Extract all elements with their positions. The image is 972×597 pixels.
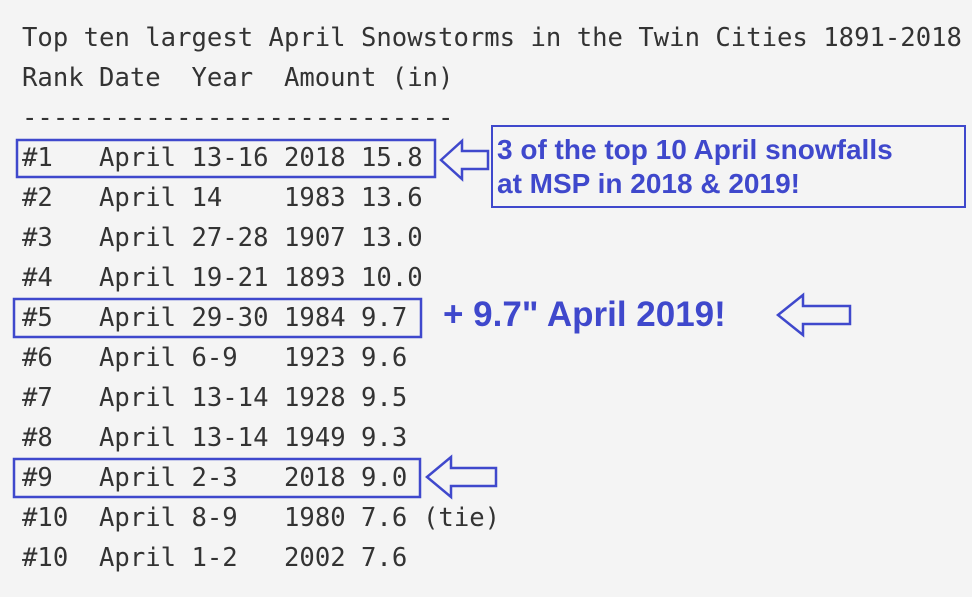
cell-year: 1984 [284, 303, 346, 333]
highlight-box [15, 138, 437, 179]
arrow [775, 292, 852, 338]
cell-year: 1893 [284, 263, 346, 293]
callout-line: at MSP in 2018 & 2019! [497, 168, 800, 199]
cell-amount: 9.5 [361, 383, 408, 413]
cell-rank: #5 [22, 303, 53, 333]
cell-year: 1928 [284, 383, 346, 413]
cell-year: 1983 [284, 183, 346, 213]
cell-year: 1949 [284, 423, 346, 453]
cell-year: 1907 [284, 223, 346, 253]
callout-box [491, 125, 966, 208]
highlight-box [12, 457, 422, 499]
cell-rank: #10 [22, 543, 69, 573]
cell-date: April 29-30 [99, 303, 269, 333]
cell-date: April 19-21 [99, 263, 269, 293]
cell-rank: #9 [22, 463, 53, 493]
cell-date: April 8-9 [99, 503, 238, 533]
cell-rank: #6 [22, 343, 53, 373]
cell-amount: 9.3 [361, 423, 408, 453]
cell-date: April 27-28 [99, 223, 269, 253]
cell-amount: 15.8 [361, 143, 423, 173]
cell-amount: 9.6 [361, 343, 408, 373]
cell-rank: #3 [22, 223, 53, 253]
cell-amount: 13.0 [361, 223, 423, 253]
highlight-box [12, 297, 423, 339]
cell-note: (tie) [423, 503, 501, 533]
cell-year: 2018 [284, 143, 346, 173]
cell-date: April 2-3 [99, 463, 238, 493]
cell-date: April 13-14 [99, 423, 269, 453]
cell-year: 1923 [284, 343, 346, 373]
cell-date: April 13-16 [99, 143, 269, 173]
cell-rank: #2 [22, 183, 53, 213]
cell-year: 2002 [284, 543, 346, 573]
cell-amount: 9.7 [361, 303, 408, 333]
cell-year: 1980 [284, 503, 346, 533]
cell-rank: #10 [22, 503, 69, 533]
header: Rank Date Year Amount (in) [22, 63, 454, 93]
callout-line: 3 of the top 10 April snowfalls [497, 134, 893, 165]
annotation: + 9.7" April 2019! [443, 295, 726, 334]
cell-rank: #4 [22, 263, 53, 293]
cell-amount: 7.6 [361, 503, 408, 533]
arrow [439, 138, 490, 182]
cell-amount: 13.6 [361, 183, 423, 213]
cell-amount: 7.6 [361, 543, 408, 573]
separator: ---------------------------- [22, 103, 454, 133]
cell-amount: 10.0 [361, 263, 423, 293]
cell-rank: #8 [22, 423, 53, 453]
cell-date: April 1-2 [99, 543, 238, 573]
cell-rank: #1 [22, 143, 53, 173]
arrow [425, 454, 498, 500]
cell-rank: #7 [22, 383, 53, 413]
cell-amount: 9.0 [361, 463, 408, 493]
cell-date: April 13-14 [99, 383, 269, 413]
cell-date: April 14 [99, 183, 223, 213]
title: Top ten largest April Snowstorms in the … [22, 23, 962, 53]
cell-year: 2018 [284, 463, 346, 493]
cell-date: April 6-9 [99, 343, 238, 373]
